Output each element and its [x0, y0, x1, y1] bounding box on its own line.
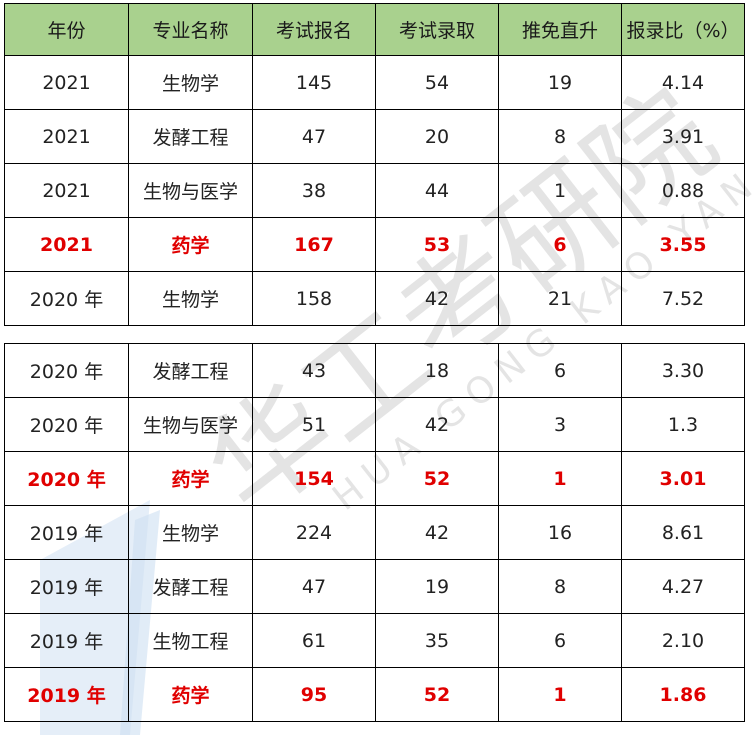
cell-applied: 61	[252, 613, 376, 668]
cell-ratio: 8.61	[621, 505, 745, 560]
cell-year: 2021	[4, 163, 129, 218]
cell-year: 2021	[4, 55, 129, 110]
header-admitted: 考试录取	[375, 3, 499, 56]
table-row: 2021 生物与医学 38 44 1 0.88	[4, 163, 745, 218]
cell-applied: 51	[252, 397, 376, 452]
cell-major: 生物与医学	[128, 397, 253, 452]
cell-applied: 47	[252, 109, 376, 164]
cell-admitted: 19	[375, 559, 499, 614]
cell-applied: 47	[252, 559, 376, 614]
cell-ratio: 0.88	[621, 163, 745, 218]
cell-recommended: 16	[498, 505, 622, 560]
cell-year: 2019 年	[4, 559, 129, 614]
cell-admitted: 42	[375, 397, 499, 452]
cell-recommended: 6	[498, 613, 622, 668]
cell-admitted: 42	[375, 271, 499, 326]
cell-major: 发酵工程	[128, 343, 253, 398]
cell-year: 2021	[4, 217, 129, 272]
cell-admitted: 54	[375, 55, 499, 110]
cell-major: 生物学	[128, 271, 253, 326]
cell-ratio: 3.01	[621, 451, 745, 506]
cell-recommended: 8	[498, 559, 622, 614]
header-row: 年份 专业名称 考试报名 考试录取 推免直升 报录比（%）	[4, 3, 745, 56]
cell-ratio: 1.3	[621, 397, 745, 452]
cell-year: 2020 年	[4, 343, 129, 398]
cell-admitted: 53	[375, 217, 499, 272]
cell-admitted: 44	[375, 163, 499, 218]
cell-applied: 167	[252, 217, 376, 272]
cell-year: 2020 年	[4, 451, 129, 506]
cell-ratio: 1.86	[621, 667, 745, 722]
cell-admitted: 42	[375, 505, 499, 560]
cell-admitted: 20	[375, 109, 499, 164]
cell-recommended: 3	[498, 397, 622, 452]
cell-recommended: 1	[498, 163, 622, 218]
cell-year: 2019 年	[4, 667, 129, 722]
cell-applied: 43	[252, 343, 376, 398]
cell-ratio: 3.30	[621, 343, 745, 398]
cell-recommended: 1	[498, 451, 622, 506]
cell-applied: 38	[252, 163, 376, 218]
table-part-2: 2020 年发酵工程 43 18 6 3.30 2020 年生物与医学 51 42 3 1.3 20…	[4, 343, 745, 722]
table-row: 2020 年生物与医学 51 42 3 1.3	[4, 397, 745, 452]
cell-applied: 224	[252, 505, 376, 560]
cell-ratio: 3.91	[621, 109, 745, 164]
table-row: 2019 年生物工程 61 35 6 2.10	[4, 613, 745, 668]
cell-ratio: 4.14	[621, 55, 745, 110]
cell-major: 药学	[128, 667, 253, 722]
cell-major: 生物工程	[128, 613, 253, 668]
cell-major: 生物与医学	[128, 163, 253, 218]
table-row: 2019 年生物学 224 42 16 8.61	[4, 505, 745, 560]
cell-year: 2020 年	[4, 397, 129, 452]
header-recommended: 推免直升	[498, 3, 622, 56]
cell-recommended: 8	[498, 109, 622, 164]
header-ratio: 报录比（%）	[621, 3, 745, 56]
cell-year: 2019 年	[4, 505, 129, 560]
cell-ratio: 7.52	[621, 271, 745, 326]
cell-recommended: 1	[498, 667, 622, 722]
header-applied: 考试报名	[252, 3, 376, 56]
table-row: 2021 药学 167 53 6 3.55	[4, 217, 745, 272]
header-year: 年份	[4, 3, 129, 56]
cell-admitted: 52	[375, 451, 499, 506]
cell-applied: 154	[252, 451, 376, 506]
cell-major: 生物学	[128, 55, 253, 110]
table-part-1: 年份 专业名称 考试报名 考试录取 推免直升 报录比（%） 2021 生物学 145…	[4, 3, 745, 326]
cell-ratio: 4.27	[621, 559, 745, 614]
cell-major: 药学	[128, 451, 253, 506]
table-row: 2020 年药学 154 52 1 3.01	[4, 451, 745, 506]
table-row: 2021 生物学 145 54 19 4.14	[4, 55, 745, 110]
table-row: 2020 年生物学 158 42 21 7.52	[4, 271, 745, 326]
cell-major: 药学	[128, 217, 253, 272]
cell-major: 发酵工程	[128, 109, 253, 164]
cell-recommended: 6	[498, 343, 622, 398]
table-row: 2020 年发酵工程 43 18 6 3.30	[4, 343, 745, 398]
cell-recommended: 6	[498, 217, 622, 272]
cell-applied: 95	[252, 667, 376, 722]
cell-recommended: 19	[498, 55, 622, 110]
cell-major: 生物学	[128, 505, 253, 560]
cell-year: 2021	[4, 109, 129, 164]
table-row: 2021 发酵工程 47 20 8 3.91	[4, 109, 745, 164]
cell-year: 2019 年	[4, 613, 129, 668]
cell-admitted: 35	[375, 613, 499, 668]
table-row: 2019 年发酵工程 47 19 8 4.27	[4, 559, 745, 614]
cell-major: 发酵工程	[128, 559, 253, 614]
cell-admitted: 52	[375, 667, 499, 722]
cell-ratio: 2.10	[621, 613, 745, 668]
header-major: 专业名称	[128, 3, 253, 56]
table-row: 2019 年药学 95 52 1 1.86	[4, 667, 745, 722]
cell-recommended: 21	[498, 271, 622, 326]
cell-ratio: 3.55	[621, 217, 745, 272]
cell-admitted: 18	[375, 343, 499, 398]
cell-applied: 145	[252, 55, 376, 110]
cell-applied: 158	[252, 271, 376, 326]
cell-year: 2020 年	[4, 271, 129, 326]
